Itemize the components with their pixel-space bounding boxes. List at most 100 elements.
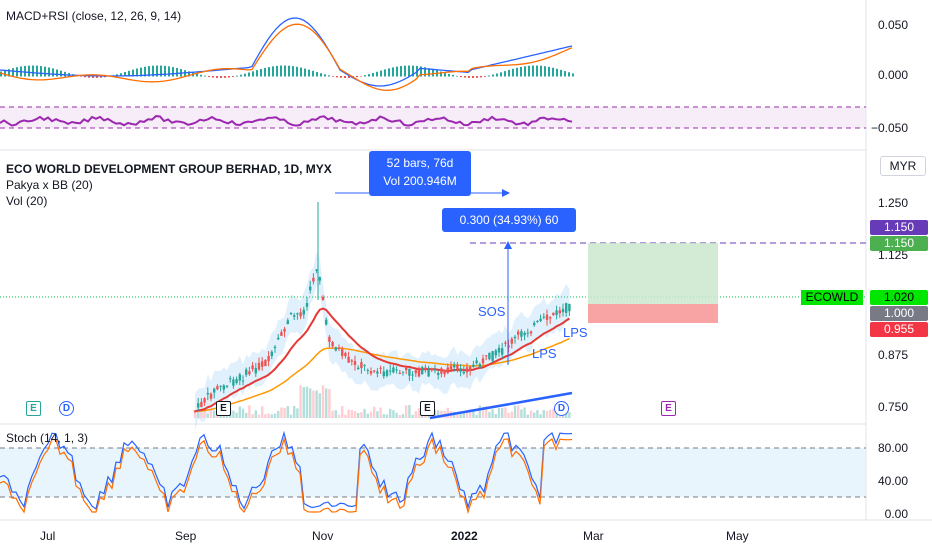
macd-histogram-bar (252, 71, 254, 77)
macd-line (0, 17, 573, 87)
currency-button[interactable]: MYR (880, 156, 926, 176)
candle-body (241, 380, 245, 382)
macd-histogram-bar (404, 65, 406, 77)
candle-body (289, 313, 293, 315)
candle-body (440, 368, 443, 374)
candle-body (235, 379, 238, 384)
stoch-k-line (0, 430, 573, 511)
volume-bar (401, 414, 405, 418)
volume-bar (459, 414, 462, 418)
dividend-badge[interactable]: D (554, 401, 569, 416)
time-tick: May (726, 529, 749, 543)
volume-bar (385, 414, 389, 418)
candle-body (494, 350, 497, 356)
candle-body (392, 367, 395, 373)
candle-body (510, 338, 513, 344)
candle-body (219, 385, 222, 387)
volume-bar (440, 410, 443, 418)
candle-body (485, 355, 488, 357)
macd-histogram-bar (344, 76, 346, 78)
candle-body (353, 360, 357, 365)
candle-body (379, 367, 382, 369)
macd-histogram-bar (284, 65, 286, 77)
macd-histogram-bar (52, 68, 54, 77)
volume-ma-line (509, 391, 573, 406)
candle-body (216, 386, 219, 390)
macd-histogram-bar (172, 67, 174, 77)
candlesticks[interactable] (193, 202, 571, 413)
candle-body (488, 352, 491, 360)
candle-body (222, 385, 225, 390)
indicator-label[interactable]: Vol (20) (6, 194, 48, 208)
dividend-badge[interactable]: D (59, 401, 74, 416)
macd-histogram-bar (536, 65, 538, 77)
macd-panel-label[interactable]: MACD+RSI (close, 12, 26, 9, 14) (6, 9, 182, 23)
macd-histogram-bar (520, 66, 522, 77)
price-tick: 0.875 (877, 348, 908, 362)
annotation-lps[interactable]: LPS (563, 325, 588, 340)
macd-histogram-bar (220, 76, 222, 78)
macd-histogram-bar (8, 69, 10, 77)
volume-bar (552, 408, 555, 418)
macd-histogram-bar (300, 67, 302, 77)
earnings-badge[interactable]: E (216, 401, 231, 416)
long-position-profit-zone[interactable] (588, 243, 718, 304)
candle-body (539, 318, 542, 322)
candle-body (267, 356, 270, 362)
macd-histogram-bar (24, 65, 26, 77)
macd-histogram-bar (168, 66, 170, 77)
volume-bar (379, 407, 382, 418)
macd-histogram-bar (156, 65, 158, 77)
macd-histogram-bar (464, 76, 466, 78)
candle-body (398, 372, 401, 374)
chart-title[interactable]: ECO WORLD DEVELOPMENT GROUP BERHAD, 1D, … (6, 162, 332, 176)
macd-histogram-bar (96, 76, 98, 78)
candle-body (497, 347, 501, 353)
volume-bar (309, 388, 312, 418)
macd-histogram-bar (380, 70, 382, 77)
candle-body (414, 370, 417, 374)
macd-histogram-bar (304, 68, 306, 77)
candle-body (363, 365, 366, 367)
macd-histogram-bar (552, 67, 554, 77)
volume-bar (414, 411, 417, 418)
long-position-stop-zone[interactable] (588, 304, 718, 323)
annotation-lps[interactable]: LPS (532, 346, 557, 361)
candle-body (341, 349, 344, 356)
macd-histogram-bar (64, 71, 66, 77)
candle-body (213, 388, 216, 393)
macd-histogram-bar (0, 71, 2, 77)
candle-body (533, 322, 536, 326)
macd-histogram-bar (348, 76, 350, 78)
volume-bar (235, 412, 238, 418)
measure-tooltip-bars: 52 bars, 76d (386, 156, 454, 170)
target-arrow-head (504, 241, 512, 249)
volume-bar (213, 410, 216, 418)
macd-histogram-bar (516, 67, 518, 77)
volume-bar (478, 405, 481, 418)
macd-histogram-bar (164, 65, 166, 77)
volume-bar (437, 410, 440, 418)
macd-histogram-bar (308, 69, 310, 77)
candle-body (245, 369, 248, 375)
candle-body (449, 365, 453, 370)
earnings-badge[interactable]: E (420, 401, 435, 416)
candle-body (344, 353, 347, 357)
macd-histogram-bar (460, 76, 462, 78)
macd-histogram-bar (544, 66, 546, 77)
candle-body (315, 269, 318, 271)
annotation-sos[interactable]: SOS (478, 304, 506, 319)
earnings-badge[interactable]: E (26, 401, 41, 416)
candle-body (545, 314, 549, 320)
candle-body (203, 398, 206, 403)
macd-histogram-bar (232, 76, 234, 77)
macd-histogram-bar (424, 67, 426, 77)
indicator-label[interactable]: Pakya x BB (20) (6, 178, 93, 192)
macd-histogram-bar (556, 68, 558, 77)
earnings-badge[interactable]: E (661, 401, 676, 416)
stoch-panel-label[interactable]: Stoch (14, 1, 3) (6, 431, 89, 445)
volume-bar (501, 407, 504, 418)
candle-body (206, 392, 209, 395)
candle-body (568, 303, 571, 312)
